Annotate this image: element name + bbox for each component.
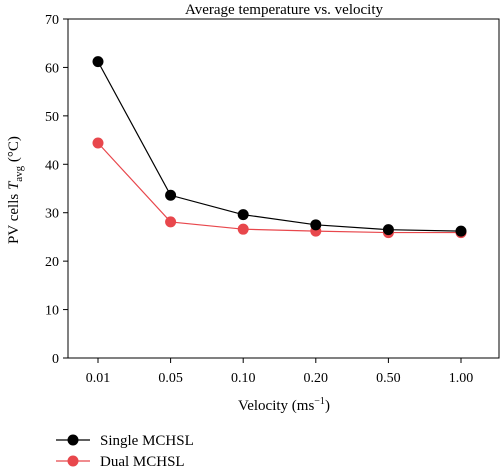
series-1-point-1 bbox=[165, 216, 177, 228]
legend-label-0: Single MCHSL bbox=[100, 433, 194, 449]
series-0-point-4 bbox=[382, 224, 394, 236]
y-axis: 0 10 20 30 40 50 60 70 bbox=[45, 13, 68, 367]
x-tick-label-5: 1.00 bbox=[449, 371, 474, 386]
series-layer bbox=[92, 56, 467, 239]
series-1-point-0 bbox=[92, 137, 104, 149]
x-axis-title: Velocity (ms−1) bbox=[238, 396, 330, 414]
y-tick-label-0: 0 bbox=[52, 352, 59, 367]
x-tick-label-2: 0.10 bbox=[231, 371, 256, 386]
x-tick-label-4: 0.50 bbox=[376, 371, 401, 386]
y-tick-label-3: 30 bbox=[45, 207, 59, 222]
x-tick-label-3: 0.20 bbox=[304, 371, 329, 386]
y-axis-title: PV cells Tavg (°C) bbox=[6, 136, 25, 244]
y-tick-label-6: 60 bbox=[45, 61, 59, 76]
legend-marker-0 bbox=[67, 434, 79, 446]
series-line-0 bbox=[97, 61, 462, 232]
y-tick-label-2: 20 bbox=[45, 255, 59, 270]
series-0-point-0 bbox=[92, 56, 104, 68]
legend-label-1: Dual MCHSL bbox=[100, 454, 185, 469]
x-tick-label-1: 0.05 bbox=[158, 371, 183, 386]
plot-frame bbox=[67, 18, 500, 359]
y-tick-label-5: 50 bbox=[45, 110, 59, 125]
y-tick-label-7: 70 bbox=[45, 13, 59, 28]
series-0-point-2 bbox=[237, 209, 249, 221]
x-tick-label-0: 0.01 bbox=[86, 371, 111, 386]
series-0-point-5 bbox=[455, 225, 467, 237]
series-1-point-2 bbox=[237, 223, 249, 235]
y-tick-label-1: 10 bbox=[45, 304, 59, 319]
x-axis: 0.01 0.05 0.10 0.20 0.50 1.00 bbox=[86, 358, 474, 386]
chart-title: Average temperature vs. velocity bbox=[185, 2, 383, 18]
series-0-point-3 bbox=[310, 219, 322, 231]
legend: Single MCHSL Dual MCHSL bbox=[56, 433, 194, 469]
legend-marker-1 bbox=[67, 455, 79, 467]
series-0-point-1 bbox=[165, 189, 177, 201]
y-tick-label-4: 40 bbox=[45, 158, 59, 173]
series-line-1 bbox=[97, 142, 461, 234]
